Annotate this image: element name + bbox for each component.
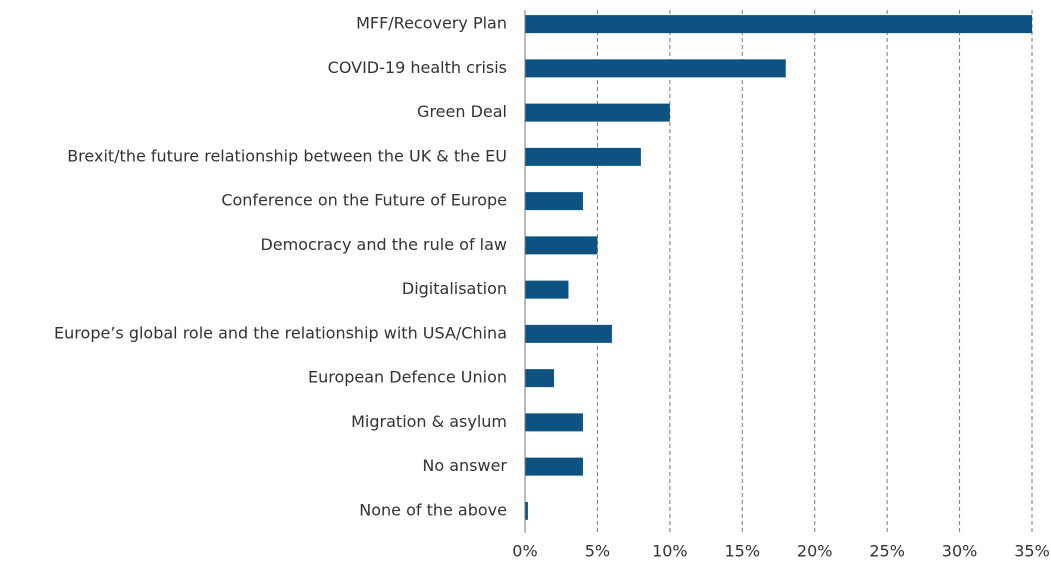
bar xyxy=(525,324,612,343)
y-tick-label: Conference on the Future of Europe xyxy=(221,191,507,210)
y-tick-label: European Defence Union xyxy=(308,368,507,387)
bar xyxy=(525,147,641,166)
y-tick-label: Europe’s global role and the relationshi… xyxy=(54,323,507,342)
x-tick-label: 35% xyxy=(1014,542,1050,561)
x-tick-label: 5% xyxy=(585,542,610,561)
bar xyxy=(525,501,528,520)
x-tick-label: 10% xyxy=(652,542,688,561)
y-tick-label: No answer xyxy=(422,456,507,475)
y-tick-label: Digitalisation xyxy=(402,279,507,298)
y-tick-label: MFF/Recovery Plan xyxy=(356,14,507,33)
y-tick-label: COVID-19 health crisis xyxy=(328,58,507,77)
y-tick-label: None of the above xyxy=(359,500,507,519)
bar xyxy=(525,413,583,432)
x-tick-label: 25% xyxy=(869,542,905,561)
x-tick-label: 20% xyxy=(797,542,833,561)
bar xyxy=(525,15,1032,34)
x-tick-label: 15% xyxy=(725,542,761,561)
x-tick-label: 30% xyxy=(942,542,978,561)
bar xyxy=(525,457,583,476)
bar xyxy=(525,192,583,211)
x-tick-label: 0% xyxy=(512,542,537,561)
y-tick-label: Democracy and the rule of law xyxy=(260,235,507,254)
bar xyxy=(525,236,598,255)
bar xyxy=(525,103,670,122)
bar xyxy=(525,369,554,388)
bar xyxy=(525,280,569,299)
y-tick-label: Migration & asylum xyxy=(351,412,507,431)
y-tick-label: Brexit/the future relationship between t… xyxy=(67,146,507,165)
bar xyxy=(525,59,786,78)
y-tick-label: Green Deal xyxy=(417,102,507,121)
